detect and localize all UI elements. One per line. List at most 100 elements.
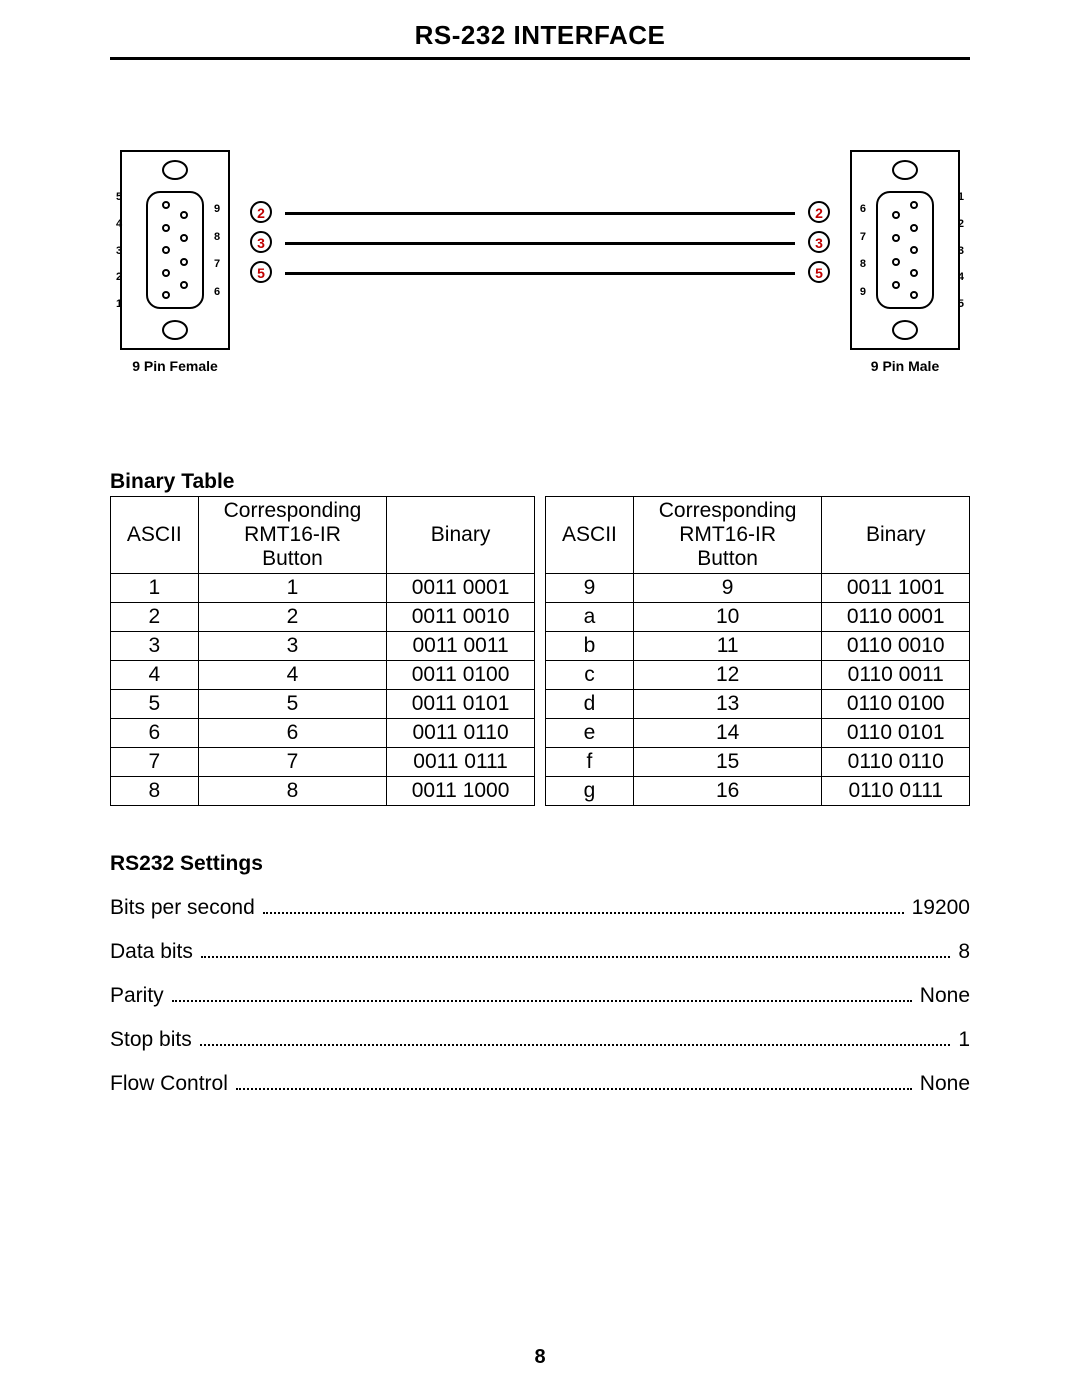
table-cell: 2 [198,603,387,632]
setting-value: None [916,1072,970,1096]
leader-dots [236,1088,912,1090]
table-cell: 1 [111,574,199,603]
table-row: 550011 0101d130110 0100 [111,690,970,719]
setting-row: Flow Control None [110,1072,970,1096]
table-row: 770011 0111f150110 0110 [111,748,970,777]
table-cell: 1 [198,574,387,603]
table-cell: 0110 0110 [822,748,970,777]
table-row: 880011 1000g160110 0111 [111,777,970,806]
connector-label-male: 9 Pin Male [840,358,970,374]
table-cell: 9 [546,574,634,603]
setting-value: None [916,984,970,1008]
table-cell: c [546,661,634,690]
setting-value: 8 [954,940,970,964]
table-cell: 7 [198,748,387,777]
pin-numbers-right-outer: 1 2 3 4 5 [958,192,964,310]
pin-badge: 2 [808,201,830,223]
table-cell: 10 [633,603,822,632]
table-cell: g [546,777,634,806]
table-cell: 0110 0001 [822,603,970,632]
pin-badge: 5 [250,261,272,283]
table-gap [534,719,545,748]
table-cell: d [546,690,634,719]
table-cell: 0110 0100 [822,690,970,719]
table-cell: 4 [198,661,387,690]
setting-label: Stop bits [110,1028,196,1052]
table-cell: 7 [111,748,199,777]
table-cell: 0011 1001 [822,574,970,603]
col-binary: Binary [822,497,970,574]
table-cell: 13 [633,690,822,719]
leader-dots [201,956,950,958]
table-cell: 0110 0011 [822,661,970,690]
settings-heading: RS232 Settings [110,852,970,876]
col-corr: Corresponding RMT16-IR Button [633,497,822,574]
settings-list: Bits per second 19200 Data bits 8 ParityNone… [110,896,970,1096]
table-cell: 6 [198,719,387,748]
wire-line [285,212,795,215]
pin-badge: 3 [808,231,830,253]
table-cell: 15 [633,748,822,777]
d-shell [146,191,204,309]
table-gap [534,497,545,574]
page-number: 8 [0,1346,1080,1369]
table-cell: 8 [111,777,199,806]
setting-label: Data bits [110,940,197,964]
setting-label: Bits per second [110,896,259,920]
table-cell: 4 [111,661,199,690]
table-header-row: ASCII Corresponding RMT16-IR Button Bina… [111,497,970,574]
setting-label: Flow Control [110,1072,232,1096]
setting-row: Data bits 8 [110,940,970,964]
table-cell: 5 [111,690,199,719]
pin-column [910,201,918,299]
setting-row: Stop bits 1 [110,1028,970,1052]
table-row: 330011 0011b110110 0010 [111,632,970,661]
leader-dots [263,912,904,914]
pin-badge: 3 [250,231,272,253]
screw-icon [892,160,918,180]
table-cell: 3 [198,632,387,661]
table-row: 440011 0100c120110 0011 [111,661,970,690]
setting-value: 19200 [908,896,970,920]
setting-value: 1 [954,1028,970,1052]
table-cell: 0011 1000 [387,777,534,806]
pin-column [180,211,188,289]
leader-dots [200,1044,951,1046]
page-title: RS-232 INTERFACE [110,20,970,60]
setting-row: ParityNone [110,984,970,1008]
table-cell: 3 [111,632,199,661]
table-gap [534,690,545,719]
table-gap [534,632,545,661]
d-shell [876,191,934,309]
pin-column [162,201,170,299]
table-cell: b [546,632,634,661]
db9-male-connector [850,150,960,350]
table-cell: 0110 0101 [822,719,970,748]
table-cell: 0011 0011 [387,632,534,661]
col-corr: Corresponding RMT16-IR Button [198,497,387,574]
table-cell: 14 [633,719,822,748]
table-cell: 0011 0111 [387,748,534,777]
table-cell: 0011 0110 [387,719,534,748]
table-gap [534,777,545,806]
table-cell: 2 [111,603,199,632]
binary-table-heading: Binary Table [110,470,970,494]
table-cell: 5 [198,690,387,719]
table-gap [534,661,545,690]
table-cell: 12 [633,661,822,690]
table-cell: 16 [633,777,822,806]
setting-row: Bits per second 19200 [110,896,970,920]
table-cell: 9 [633,574,822,603]
table-cell: 8 [198,777,387,806]
screw-icon [162,320,188,340]
table-row: 110011 0001990011 1001 [111,574,970,603]
table-cell: 6 [111,719,199,748]
table-gap [534,748,545,777]
table-cell: 0110 0111 [822,777,970,806]
col-ascii: ASCII [546,497,634,574]
table-cell: 0011 0101 [387,690,534,719]
pin-badge: 5 [808,261,830,283]
table-cell: e [546,719,634,748]
table-cell: 0011 0100 [387,661,534,690]
pin-badge: 2 [250,201,272,223]
